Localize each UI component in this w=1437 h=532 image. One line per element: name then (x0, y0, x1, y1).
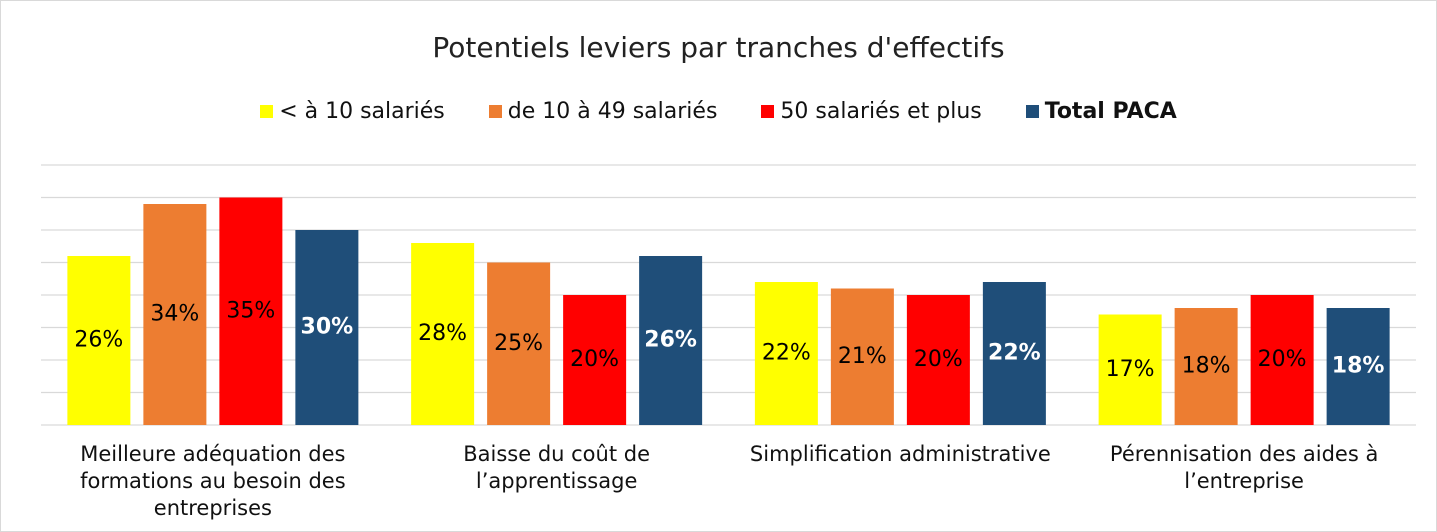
data-label: 22% (762, 341, 811, 366)
legend-swatch (260, 105, 274, 118)
x-tick-label: Pérennisation des aides à l’entreprise (1109, 442, 1379, 493)
bar (295, 230, 359, 425)
legend-item: < à 10 salariés (260, 99, 445, 124)
bar (906, 295, 970, 425)
legend-swatch (1025, 105, 1039, 118)
legend-item: 50 salariés et plus (761, 99, 982, 124)
bar (639, 256, 703, 425)
data-label: 20% (570, 347, 619, 372)
bar (1174, 308, 1238, 425)
bar (143, 204, 207, 425)
bar (487, 262, 551, 425)
data-label: 34% (150, 302, 199, 327)
bar (563, 295, 627, 425)
bar (1326, 308, 1390, 425)
bar (754, 282, 818, 425)
data-label: 30% (301, 315, 354, 340)
x-tick-label: Meilleure adéquation des formations au b… (80, 442, 346, 520)
legend-label: < à 10 salariés (279, 99, 445, 124)
bar (830, 288, 894, 425)
legend-swatch (761, 105, 775, 118)
bar (982, 282, 1046, 425)
data-label: 18% (1332, 354, 1385, 379)
data-label: 35% (226, 298, 275, 323)
legend-label: 50 salariés et plus (780, 99, 982, 124)
data-label: 17% (1106, 357, 1155, 382)
x-tick-label: Baisse du coût de l’apprentissage (463, 442, 650, 493)
legend-label: Total PACA (1044, 99, 1177, 124)
bar (67, 256, 131, 425)
bar (411, 243, 475, 425)
data-label: 25% (494, 331, 543, 356)
data-label: 26% (74, 328, 123, 353)
bar (219, 197, 283, 425)
chart-title: Potentiels leviers par tranches d'effect… (432, 31, 1005, 64)
legend-item: Total PACA (1025, 99, 1177, 124)
legend-item: de 10 à 49 salariés (488, 99, 718, 124)
data-label: 28% (418, 321, 467, 346)
data-label: 18% (1182, 354, 1231, 379)
legend-swatch (488, 105, 502, 118)
data-label: 20% (1258, 347, 1307, 372)
data-label: 21% (838, 344, 887, 369)
data-label: 22% (988, 341, 1041, 366)
legend-label: de 10 à 49 salariés (507, 99, 718, 124)
bar (1250, 295, 1314, 425)
data-label: 20% (914, 347, 963, 372)
data-label: 26% (644, 328, 697, 353)
x-tick-label: Simplification administrative (749, 442, 1051, 466)
bar (1098, 314, 1162, 425)
legend: < à 10 salariés de 10 à 49 salariés 50 sal… (1, 99, 1436, 124)
